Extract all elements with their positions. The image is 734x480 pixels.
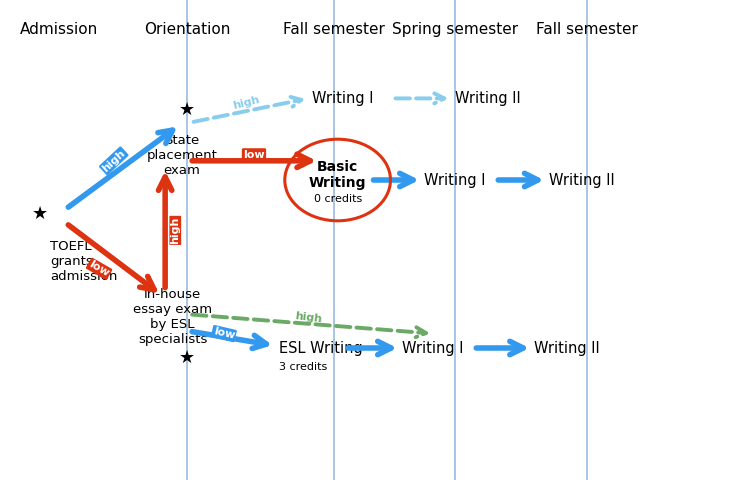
Text: Writing I: Writing I — [312, 91, 374, 106]
Text: ESL Writing: ESL Writing — [279, 340, 363, 356]
Text: high: high — [101, 148, 127, 174]
Text: Orientation: Orientation — [144, 22, 230, 36]
Text: 3 credits: 3 credits — [279, 362, 327, 372]
Text: high: high — [170, 216, 181, 244]
Text: State
placement
exam: State placement exam — [147, 134, 217, 178]
Text: high: high — [294, 311, 322, 324]
Text: low: low — [212, 326, 236, 341]
Text: Writing I: Writing I — [402, 340, 464, 356]
Text: ★: ★ — [32, 204, 48, 223]
Text: Fall semester: Fall semester — [283, 22, 385, 36]
Text: high: high — [231, 95, 261, 111]
Text: Writing I: Writing I — [424, 172, 486, 188]
Text: Writing II: Writing II — [549, 172, 615, 188]
Text: 0 credits: 0 credits — [313, 194, 362, 204]
Text: ★: ★ — [179, 101, 195, 120]
Text: In-house
essay exam
by ESL
specialists: In-house essay exam by ESL specialists — [133, 288, 212, 346]
Text: Spring semester: Spring semester — [392, 22, 518, 36]
Text: Writing II: Writing II — [455, 91, 521, 106]
Text: Fall semester: Fall semester — [537, 22, 638, 36]
Text: low: low — [87, 259, 111, 278]
Text: Admission: Admission — [20, 22, 98, 36]
Text: low: low — [243, 150, 265, 159]
Text: Writing II: Writing II — [534, 340, 600, 356]
Text: Basic
Writing: Basic Writing — [309, 160, 366, 190]
Text: TOEFL
grants
admission: TOEFL grants admission — [50, 240, 117, 283]
Text: ★: ★ — [179, 348, 195, 367]
